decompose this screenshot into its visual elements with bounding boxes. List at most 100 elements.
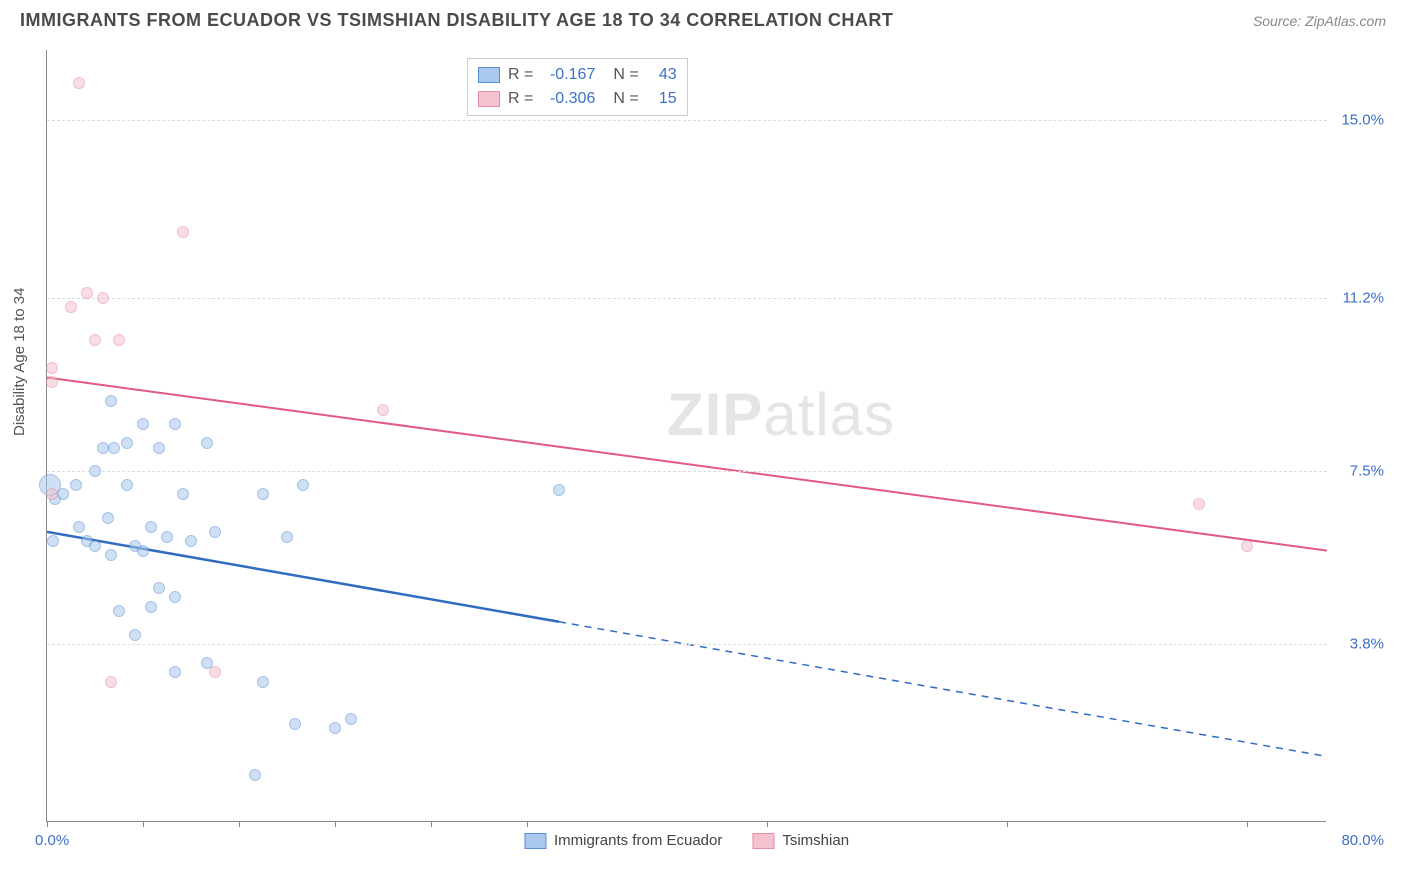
x-tick <box>239 821 240 827</box>
scatter-point <box>329 722 341 734</box>
bottom-legend-item: Tsimshian <box>752 832 849 849</box>
scatter-point <box>102 512 114 524</box>
scatter-point <box>121 479 133 491</box>
scatter-point <box>169 591 181 603</box>
scatter-point <box>105 395 117 407</box>
scatter-point <box>201 437 213 449</box>
y-axis-label: Disability Age 18 to 34 <box>11 288 28 436</box>
scatter-point <box>73 77 85 89</box>
x-tick <box>143 821 144 827</box>
scatter-point <box>97 292 109 304</box>
stat-r-label: R = <box>508 63 533 87</box>
scatter-point <box>46 362 58 374</box>
scatter-point <box>289 718 301 730</box>
scatter-point <box>97 442 109 454</box>
scatter-point <box>73 521 85 533</box>
stat-n-value: 43 <box>647 63 677 87</box>
y-tick-label: 11.2% <box>1343 289 1384 306</box>
stat-r-value: -0.306 <box>541 87 595 111</box>
scatter-point <box>161 531 173 543</box>
scatter-point <box>89 465 101 477</box>
scatter-point <box>145 521 157 533</box>
gridline-h <box>47 471 1327 472</box>
stat-r-value: -0.167 <box>541 63 595 87</box>
gridline-h <box>47 644 1327 645</box>
trend-line <box>47 378 1327 551</box>
plot-area: Disability Age 18 to 34 ZIPatlas R =-0.1… <box>46 50 1326 822</box>
scatter-point <box>177 488 189 500</box>
watermark-rest: atlas <box>763 381 895 448</box>
trend-line-dashed <box>559 622 1327 757</box>
scatter-point <box>153 442 165 454</box>
scatter-point <box>209 526 221 538</box>
scatter-point <box>553 484 565 496</box>
scatter-point <box>145 601 157 613</box>
stat-n-label: N = <box>613 63 638 87</box>
trend-lines-svg <box>47 50 1327 822</box>
stat-n-label: N = <box>613 87 638 111</box>
x-axis-max-label: 80.0% <box>1341 832 1384 849</box>
scatter-point <box>65 301 77 313</box>
scatter-point <box>177 226 189 238</box>
scatter-point <box>113 334 125 346</box>
scatter-point <box>297 479 309 491</box>
scatter-point <box>57 488 69 500</box>
scatter-point <box>377 404 389 416</box>
scatter-point <box>113 605 125 617</box>
stat-legend-row: R = -0.167 N = 43 <box>478 63 677 87</box>
scatter-point <box>257 676 269 688</box>
scatter-point <box>46 376 58 388</box>
scatter-point <box>129 629 141 641</box>
scatter-point <box>185 535 197 547</box>
scatter-point <box>137 545 149 557</box>
scatter-point <box>281 531 293 543</box>
scatter-point <box>47 535 59 547</box>
legend-swatch <box>478 67 500 83</box>
y-tick-label: 3.8% <box>1350 636 1384 653</box>
scatter-point <box>249 769 261 781</box>
scatter-point <box>46 488 58 500</box>
scatter-point <box>70 479 82 491</box>
chart-header: IMMIGRANTS FROM ECUADOR VS TSIMSHIAN DIS… <box>0 0 1406 39</box>
scatter-point <box>137 418 149 430</box>
x-tick <box>1007 821 1008 827</box>
scatter-point <box>169 418 181 430</box>
source-attribution: Source: ZipAtlas.com <box>1253 13 1386 29</box>
scatter-point <box>89 334 101 346</box>
x-tick <box>47 821 48 827</box>
watermark-bold: ZIP <box>667 381 763 448</box>
y-tick-label: 15.0% <box>1341 112 1384 129</box>
scatter-point <box>121 437 133 449</box>
scatter-point <box>105 549 117 561</box>
gridline-h <box>47 298 1327 299</box>
scatter-point <box>89 540 101 552</box>
bottom-legend-item: Immigrants from Ecuador <box>524 832 722 849</box>
stat-r-label: R = <box>508 87 533 111</box>
scatter-point <box>81 287 93 299</box>
scatter-point <box>1241 540 1253 552</box>
legend-label: Tsimshian <box>782 832 849 849</box>
x-tick <box>1247 821 1248 827</box>
x-axis-min-label: 0.0% <box>35 832 69 849</box>
scatter-point <box>209 666 221 678</box>
scatter-point <box>257 488 269 500</box>
scatter-point <box>1193 498 1205 510</box>
chart-container: Disability Age 18 to 34 ZIPatlas R =-0.1… <box>46 50 1386 822</box>
watermark: ZIPatlas <box>667 380 895 449</box>
x-tick <box>431 821 432 827</box>
legend-label: Immigrants from Ecuador <box>554 832 722 849</box>
stat-legend: R = -0.167 N = 43 R = -0.306 N = 15 <box>467 58 688 116</box>
legend-swatch <box>478 91 500 107</box>
scatter-point <box>345 713 357 725</box>
chart-title: IMMIGRANTS FROM ECUADOR VS TSIMSHIAN DIS… <box>20 10 893 31</box>
x-tick <box>335 821 336 827</box>
scatter-point <box>105 676 117 688</box>
scatter-point <box>169 666 181 678</box>
legend-swatch <box>524 833 546 849</box>
scatter-point <box>108 442 120 454</box>
stat-n-value: 15 <box>647 87 677 111</box>
y-tick-label: 7.5% <box>1350 463 1384 480</box>
gridline-h <box>47 120 1327 121</box>
legend-swatch <box>752 833 774 849</box>
x-tick <box>767 821 768 827</box>
